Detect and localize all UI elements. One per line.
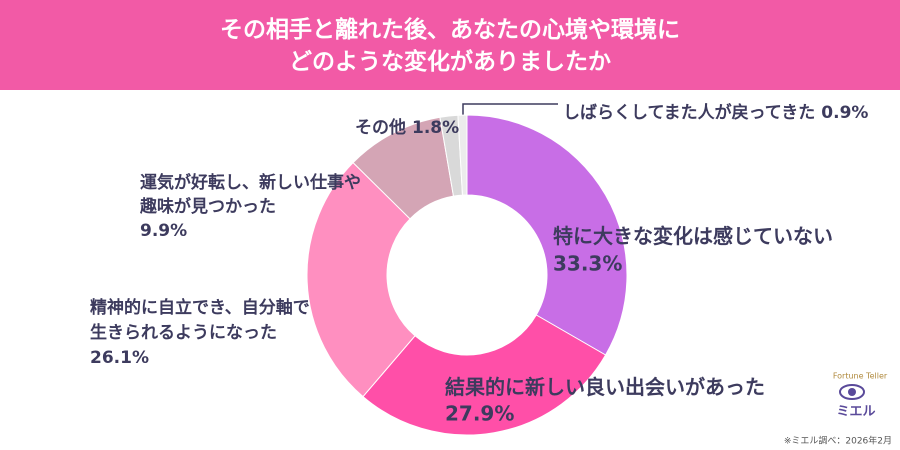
slice-label: 結果的に新しい良い出会いがあった (445, 375, 765, 399)
slice-label: しばらくしてまた人が戻ってきた (563, 102, 815, 123)
logo-name: ミエル (836, 405, 875, 420)
value-label: 0.9% (821, 103, 868, 123)
donut-slice (466, 114, 628, 356)
logo-eye (839, 384, 865, 400)
value-label: 9.9% (140, 221, 187, 241)
footnote: ※ミエル調べ：2026年2月 (784, 435, 892, 447)
value-label: 33.3% (553, 252, 622, 276)
logo-tagline: Fortune Teller (833, 372, 888, 381)
title-bar (0, 0, 900, 90)
value-label: 26.1% (90, 348, 149, 368)
value-label: 1.8% (412, 118, 459, 138)
slice-label: その他 (355, 117, 406, 138)
slice-label: 精神的に自立でき、自分軸で生きられるようになった (90, 297, 310, 343)
value-label: 27.9% (445, 402, 514, 426)
slice-label: 運気が好転し、新しい仕事や趣味が見つかった (139, 172, 361, 217)
donut-slice (457, 114, 468, 196)
donut-slice (362, 314, 607, 436)
donut-slice (306, 161, 416, 398)
chart-title: その相手と離れた後、あなたの心境や環境にどのような変化がありましたか (220, 16, 680, 75)
leader-line (462, 103, 558, 118)
logo-pupil (848, 388, 856, 396)
slice-label: 特に大きな変化は感じていない (553, 224, 833, 248)
